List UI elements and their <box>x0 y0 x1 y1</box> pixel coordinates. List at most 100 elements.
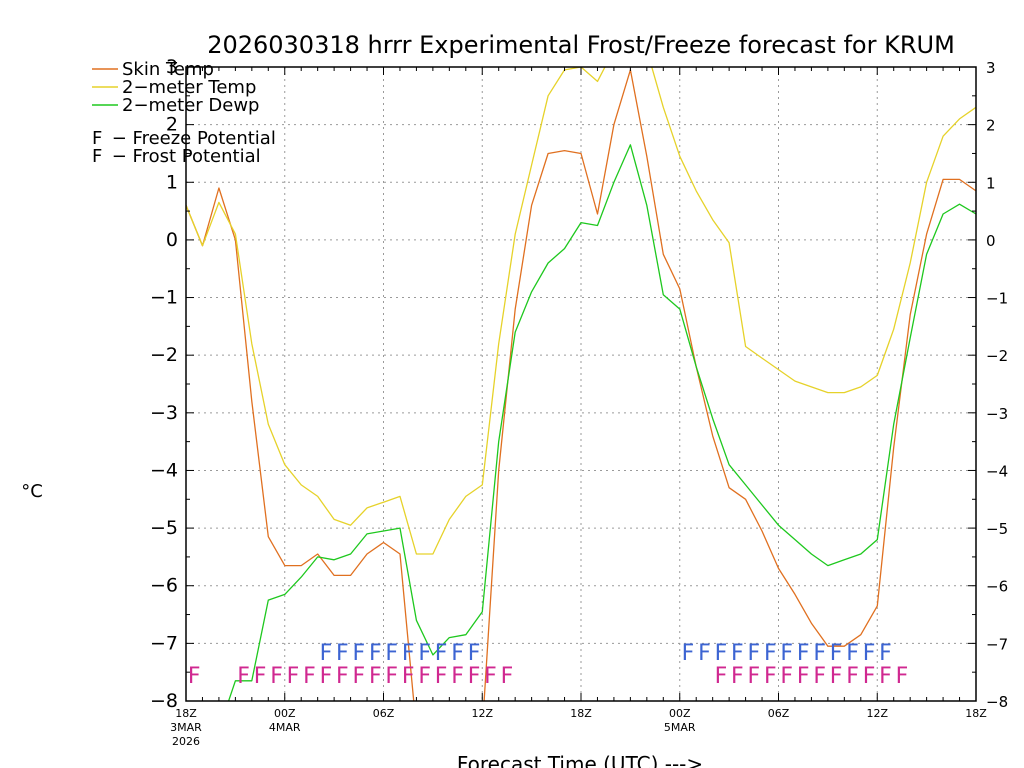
y-tick-label-right: 0 <box>986 232 996 250</box>
x-tick-label: 18Z <box>570 707 592 720</box>
x-tick-sublabel: 4MAR <box>269 721 301 734</box>
freeze-potential-mark: F <box>237 664 250 689</box>
x-tick-label: 00Z <box>274 707 296 720</box>
freeze-potential-mark: F <box>797 664 810 689</box>
x-tick-label: 18Z <box>175 707 197 720</box>
freeze-potential-mark: F <box>320 664 333 689</box>
y-tick-label-right: −7 <box>986 635 1008 653</box>
frost-potential-mark: F <box>780 641 793 666</box>
legend: Skin Temp 2−meter Temp 2−meter Dewp F − … <box>92 59 276 167</box>
y-tick-label-right: 1 <box>986 174 996 192</box>
freeze-potential-mark: F <box>270 664 283 689</box>
y-tick-label-left: −4 <box>150 459 178 481</box>
y-tick-label-left: −2 <box>150 344 178 366</box>
legend-frost-marker: F <box>92 146 102 167</box>
frost-potential-mark: F <box>418 641 431 666</box>
frost-potential-mark: F <box>369 641 382 666</box>
y-tick-label-right: −4 <box>986 462 1008 480</box>
y-tick-label-left: −6 <box>150 575 178 597</box>
freeze-potential-mark: F <box>863 664 876 689</box>
frost-potential-mark: F <box>813 641 826 666</box>
freeze-potential-mark: F <box>303 664 316 689</box>
x-tick-sublabel: 2026 <box>172 735 200 748</box>
y-tick-label-right: −1 <box>986 290 1008 308</box>
frost-potential-mark: F <box>731 641 744 666</box>
frost-potential-mark: F <box>320 641 333 666</box>
legend-label-2m-dewp: 2−meter Dewp <box>122 95 259 116</box>
frost-potential-mark: F <box>451 641 464 666</box>
legend-frost-label: − Frost Potential <box>106 146 261 167</box>
chart-title: 2026030318 hrrr Experimental Frost/Freez… <box>207 31 955 59</box>
freeze-potential-mark: F <box>451 664 464 689</box>
x-axis-label: Forecast Time (UTC) ---> <box>457 752 703 768</box>
legend-freeze-marker: F <box>92 128 102 149</box>
frost-potential-mark: F <box>863 641 876 666</box>
x-tick-label: 06Z <box>373 707 395 720</box>
freeze-potential-mark: F <box>780 664 793 689</box>
freeze-potential-mark: F <box>830 664 843 689</box>
series-line-2-meter-dewp <box>227 144 976 701</box>
frost-potential-mark: F <box>715 641 728 666</box>
y-tick-label-right: −3 <box>986 405 1008 423</box>
freeze-potential-mark: F <box>879 664 892 689</box>
freeze-potential-mark: F <box>336 664 349 689</box>
freeze-potential-mark: F <box>352 664 365 689</box>
freeze-potential-mark: F <box>418 664 431 689</box>
y-axis-label: °C <box>21 481 43 502</box>
axes: −8 −8 −7 −7 −6 −6 −5 −5 −4 −4 −3 −3 −2 −2 −1 −1 0 0 1 1 2 2 3 3… <box>150 56 1008 748</box>
y-tick-label-right: −6 <box>986 578 1008 596</box>
y-tick-label-right: −2 <box>986 347 1008 365</box>
y-tick-label-left: 2 <box>166 114 178 136</box>
y-tick-label-left: −3 <box>150 402 178 424</box>
legend-label-skin-temp: Skin Temp <box>122 59 214 80</box>
frost-potential-mark: F <box>352 641 365 666</box>
freeze-potential-mark: F <box>715 664 728 689</box>
y-tick-label-left: 0 <box>166 229 178 251</box>
frost-potential-mark: F <box>747 641 760 666</box>
x-tick-label: 06Z <box>768 707 790 720</box>
freeze-potential-mark: F <box>435 664 448 689</box>
freeze-potential-mark: F <box>385 664 398 689</box>
y-tick-label-left: −1 <box>150 287 178 309</box>
x-tick-label: 12Z <box>471 707 493 720</box>
legend-freeze-label: − Freeze Potential <box>106 128 276 149</box>
frost-potential-mark: F <box>435 641 448 666</box>
y-tick-label-left: −7 <box>150 632 178 654</box>
y-tick-label-right: −8 <box>986 693 1008 711</box>
y-tick-label-right: 3 <box>986 59 996 77</box>
freeze-potential-mark: F <box>468 664 481 689</box>
x-tick-sublabel: 5MAR <box>664 721 696 734</box>
frost-potential-mark: F <box>797 641 810 666</box>
grid <box>186 67 976 701</box>
freeze-potential-mark: F <box>188 664 201 689</box>
freeze-potential-mark: F <box>747 664 760 689</box>
x-tick-label: 12Z <box>866 707 888 720</box>
freeze-potential-mark: F <box>402 664 415 689</box>
y-tick-label-right: −5 <box>986 520 1008 538</box>
frost-potential-mark: F <box>385 641 398 666</box>
y-tick-label-left: 3 <box>166 56 178 78</box>
potential-marks: F F F F F F F F F F F F F F F F F F F F F F FF F F F F F F F F F F F F F F F F… <box>188 641 908 689</box>
frost-potential-mark: F <box>682 641 695 666</box>
x-tick-label: 00Z <box>669 707 691 720</box>
frost-potential-mark: F <box>698 641 711 666</box>
y-tick-label-left: −8 <box>150 690 178 712</box>
x-tick-label: 18Z <box>965 707 987 720</box>
series-line-skin-temp <box>186 69 976 701</box>
frost-potential-mark: F <box>336 641 349 666</box>
frost-potential-mark: F <box>402 641 415 666</box>
frost-potential-mark: F <box>764 641 777 666</box>
y-tick-label-right: 2 <box>986 117 996 135</box>
series-lines <box>186 67 976 701</box>
frost-potential-mark: F <box>830 641 843 666</box>
frost-potential-mark: F <box>879 641 892 666</box>
y-tick-label-left: 1 <box>166 171 178 193</box>
freeze-potential-mark: F <box>731 664 744 689</box>
frost-potential-mark: F <box>468 641 481 666</box>
freeze-potential-mark: F <box>813 664 826 689</box>
y-tick-label-left: −5 <box>150 517 178 539</box>
series-line-2-meter-temp <box>186 67 976 555</box>
freeze-potential-mark: F <box>896 664 909 689</box>
freeze-potential-mark: F <box>254 664 267 689</box>
